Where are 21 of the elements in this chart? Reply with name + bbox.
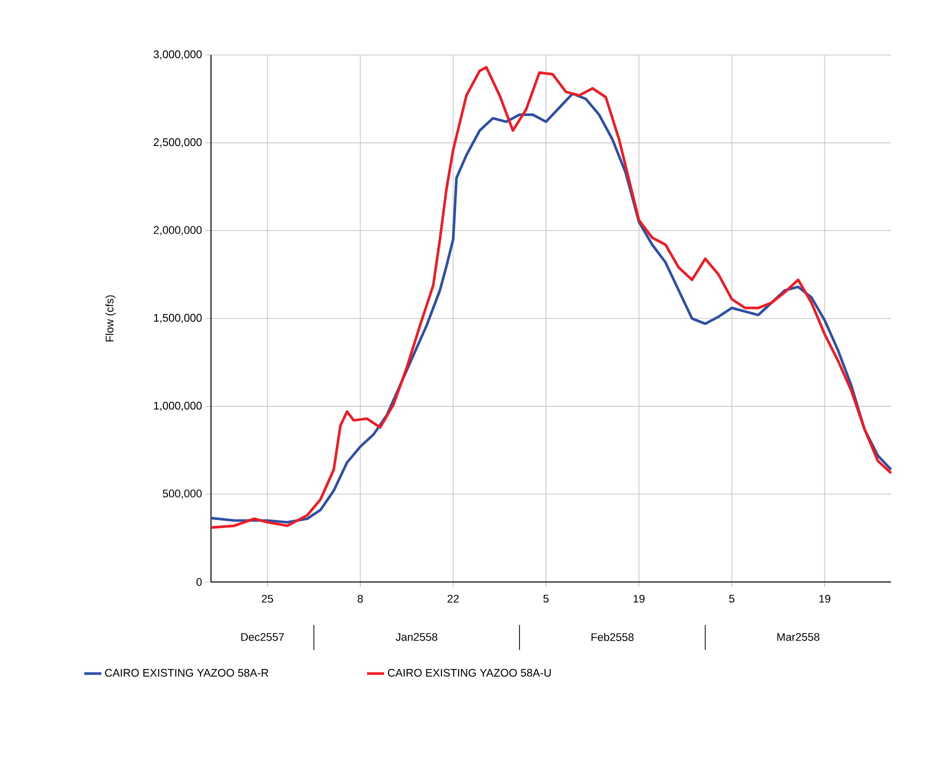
x-tick-label: 8: [358, 594, 363, 603]
y-axis-title: Flow (cfs): [105, 295, 116, 342]
x-tick-label: 22: [448, 594, 459, 603]
y-tick-label: 2,000,000: [154, 226, 202, 236]
y-tick-label: 500,000: [162, 490, 202, 499]
y-tick-label: 3,000,000: [154, 50, 202, 60]
text: Feb2558: [592, 632, 634, 642]
x-tick-label: 25: [262, 594, 274, 603]
y-tick-label: 0: [196, 578, 202, 586]
x-tick-label: 5: [543, 594, 549, 603]
x-tick-label: 19: [634, 594, 645, 603]
legend-label: CAIRO EXISTING YAZOO 58A-U: [388, 668, 551, 677]
y-tick-label: 2,500,000: [154, 138, 202, 148]
y-tick-label: 1,500,000: [154, 314, 202, 324]
text: Jan2558: [396, 633, 438, 641]
x-tick-label: 5: [729, 594, 734, 603]
legend-label: CAIRO EXISTING YAZOO 58A-R: [105, 668, 268, 677]
text: Mar2558: [777, 633, 820, 641]
text: Dec2557: [241, 633, 284, 641]
y-tick-label: 1,000,000: [154, 402, 202, 411]
x-tick-label: 19: [819, 594, 830, 603]
